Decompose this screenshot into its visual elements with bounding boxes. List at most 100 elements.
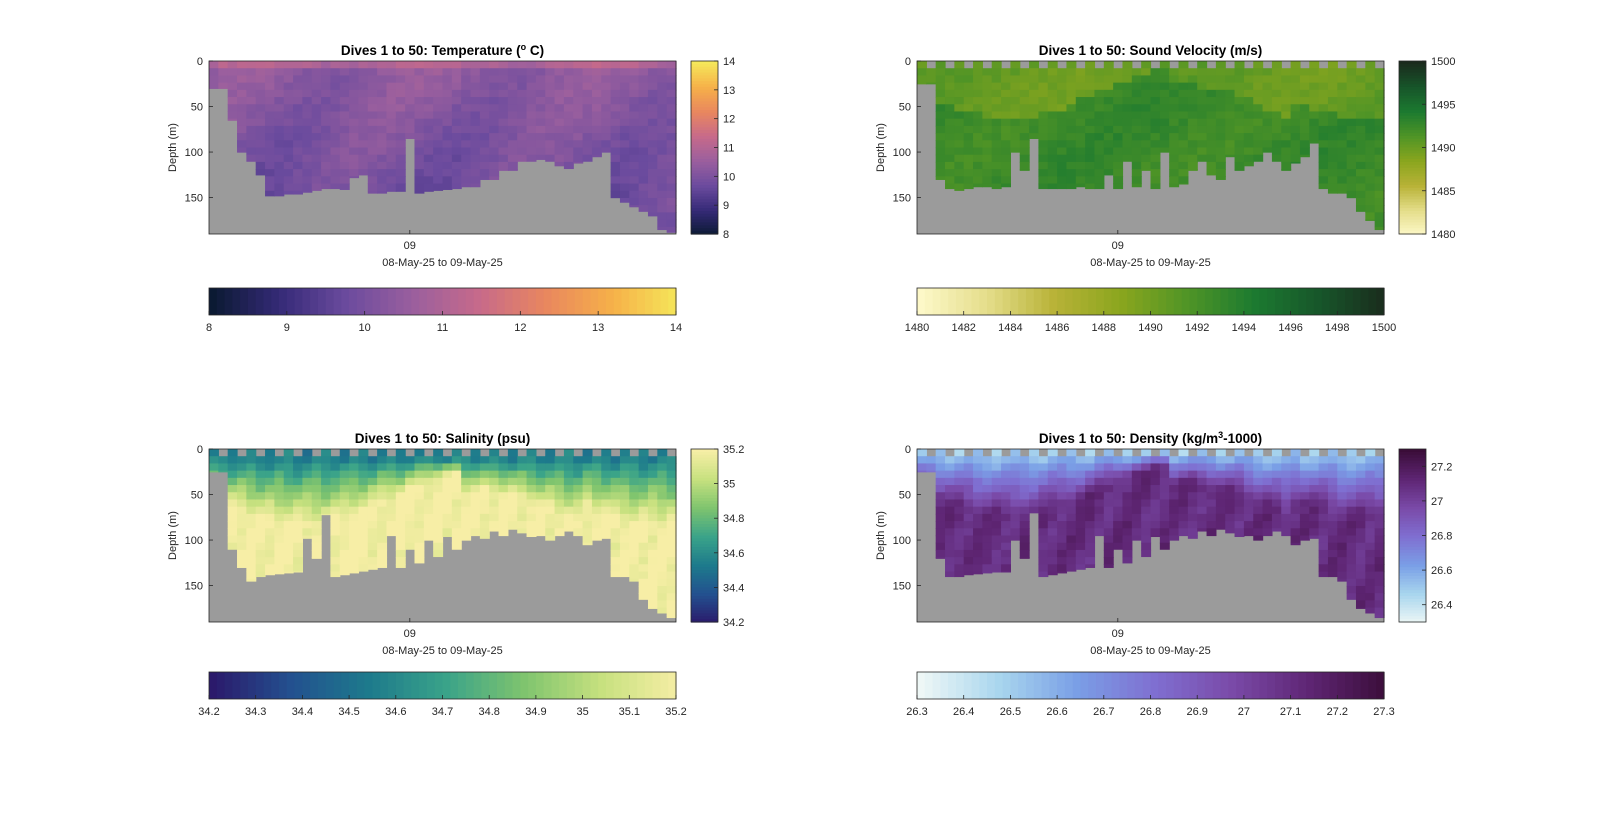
heatmap-cell [414, 183, 425, 192]
heatmap-cell [1047, 571, 1058, 576]
heatmap-cell [591, 104, 602, 113]
heatmap-cell [610, 133, 621, 141]
heatmap-cell [935, 557, 946, 559]
heatmap-cell [1159, 104, 1170, 113]
heatmap-cell [265, 513, 275, 522]
dive-column [601, 449, 612, 539]
heatmap-cell [610, 549, 621, 558]
heatmap-cell [582, 147, 593, 156]
colorbar-right-segment [1399, 480, 1426, 485]
dive-column [246, 61, 257, 162]
heatmap-cell [358, 456, 369, 465]
heatmap-cell [1253, 492, 1264, 501]
heatmap-cell [1346, 485, 1357, 493]
heatmap-cell [1197, 463, 1208, 472]
colorbar-right-segment [1399, 92, 1426, 97]
heatmap-cell [526, 513, 537, 522]
colorbar-bottom-tick-label: 8 [206, 322, 212, 334]
colorbar-right-segment [1399, 210, 1426, 215]
heatmap-cell [1103, 75, 1114, 84]
heatmap-cell [1262, 75, 1273, 84]
colorbar-bottom-segment [1352, 672, 1362, 699]
heatmap-cell [1253, 75, 1264, 84]
heatmap-cell [405, 111, 416, 120]
heatmap-cell [1169, 456, 1180, 465]
colorbar-bottom-tick-label: 1482 [951, 322, 975, 334]
heatmap-cell [945, 111, 955, 120]
heatmap-cell [302, 111, 313, 120]
heatmap-cell [982, 492, 993, 501]
colorbar-bottom-segment [613, 288, 623, 315]
temperature-panel: Dives 1 to 50: Temperature (o C)05010015… [167, 42, 735, 334]
heatmap-cell [1206, 506, 1217, 515]
colorbar-bottom-segment [1267, 672, 1276, 699]
heatmap-cell [479, 169, 490, 177]
heatmap-cell [358, 535, 369, 544]
dive-column [255, 61, 266, 176]
heatmap-cell [1318, 140, 1329, 149]
colorbar-right-segment [691, 173, 718, 177]
heatmap-cell [386, 133, 397, 141]
heatmap-cell [451, 528, 462, 537]
dive-column [935, 449, 946, 559]
heatmap-cell [377, 521, 388, 529]
dive-column [1019, 456, 1030, 559]
colorbar-right-segment [1399, 196, 1426, 200]
heatmap-cell [982, 506, 993, 515]
dive-column [255, 456, 266, 578]
heatmap-cell [367, 564, 378, 570]
heatmap-cell [1150, 140, 1161, 149]
heatmap-cell [339, 111, 350, 120]
heatmap-cell [1355, 557, 1366, 565]
heatmap-cell [283, 82, 294, 91]
heatmap-cell [1281, 521, 1292, 529]
heatmap-cell [1038, 521, 1049, 529]
heatmap-cell [498, 161, 509, 170]
dive-column [1187, 456, 1198, 539]
heatmap-cell [255, 528, 266, 537]
colorbar-right-segment [1399, 115, 1426, 120]
y-axis-label: Depth (m) [875, 123, 887, 172]
heatmap-cell [1243, 118, 1254, 127]
heatmap-cell [1337, 97, 1348, 105]
heatmap-cell [377, 492, 388, 501]
colorbar-bottom-segment [349, 288, 358, 315]
heatmap-cell [629, 125, 640, 134]
heatmap-cell [1309, 118, 1320, 127]
colorbar-bottom-segment [442, 288, 451, 315]
heatmap-cell [479, 147, 490, 156]
heatmap-cell [917, 61, 927, 69]
heatmap-cell [1131, 183, 1142, 188]
heatmap-cell [498, 118, 509, 127]
heatmap-cell [945, 89, 955, 98]
heatmap-cell [367, 183, 378, 192]
heatmap-cell [1271, 449, 1282, 457]
colorbar-right-segment [691, 107, 718, 111]
heatmap-cell [517, 492, 528, 501]
heatmap-cell [591, 111, 602, 120]
heatmap-cell [1094, 176, 1105, 185]
heatmap-cell [283, 506, 294, 515]
heatmap-cell [489, 133, 500, 141]
heatmap-cell [1131, 169, 1142, 177]
heatmap-cell [330, 176, 341, 185]
heatmap-cell [1001, 133, 1011, 141]
heatmap-cell [1253, 82, 1264, 91]
heatmap-cell [255, 125, 266, 134]
heatmap-cell [591, 499, 602, 508]
colorbar-right-segment [691, 72, 718, 77]
heatmap-cell [1365, 97, 1376, 105]
heatmap-cell [619, 104, 630, 113]
heatmap-cell [991, 449, 1002, 457]
heatmap-cell [1234, 133, 1245, 141]
heatmap-cell [479, 470, 490, 479]
colorbar-right-segment [1399, 489, 1426, 493]
heatmap-cell [982, 183, 993, 188]
colorbar-right-segment [1399, 515, 1426, 519]
heatmap-cell [330, 513, 341, 522]
dive-column [237, 61, 247, 153]
heatmap-cell [339, 535, 350, 544]
heatmap-cell [1365, 75, 1376, 84]
heatmap-cell [1290, 485, 1301, 493]
colorbar-bottom-segment [224, 288, 233, 315]
